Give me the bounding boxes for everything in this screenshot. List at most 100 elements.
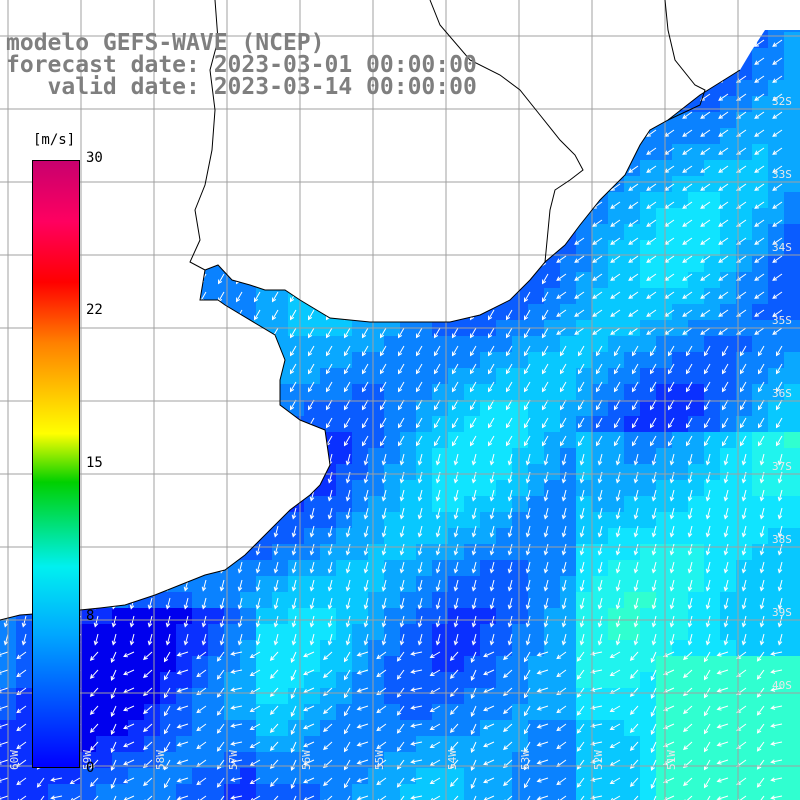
wind-arrow	[183, 561, 189, 574]
wind-arrow	[289, 165, 297, 177]
wind-arrow	[55, 39, 63, 51]
wind-arrow	[271, 39, 279, 51]
wind-speed-cell	[384, 624, 401, 641]
wind-arrow	[415, 417, 423, 429]
wind-arrow	[127, 57, 135, 69]
wind-speed-cell	[336, 560, 353, 577]
wind-arrow	[381, 453, 387, 466]
wind-arrow	[147, 633, 153, 646]
wind-arrow	[249, 669, 261, 677]
wind-speed-cell	[688, 688, 705, 705]
wind-arrow	[379, 435, 387, 447]
wind-arrow	[127, 309, 135, 321]
wind-speed-cell	[384, 448, 401, 465]
wind-speed-cell	[304, 368, 321, 385]
wind-speed-cell	[512, 704, 529, 721]
wind-arrow	[649, 435, 657, 447]
wind-arrow	[579, 579, 585, 592]
wind-speed-cell	[544, 544, 561, 561]
wind-arrow	[590, 795, 603, 800]
wind-arrow	[770, 777, 783, 782]
wind-arrow	[379, 381, 387, 393]
wind-speed-cell	[512, 528, 529, 545]
wind-arrow	[503, 669, 513, 679]
wind-arrow	[433, 147, 441, 159]
wind-arrow	[1, 345, 9, 357]
wind-arrow	[379, 417, 387, 429]
wind-arrow	[110, 651, 117, 663]
wind-arrow	[93, 525, 99, 538]
wind-arrow	[415, 39, 423, 51]
wind-speed-cell	[320, 768, 337, 785]
wind-arrow	[579, 453, 585, 466]
wind-speed-cell	[160, 592, 177, 609]
wind-arrow	[199, 381, 207, 393]
wind-speed-cell	[560, 288, 577, 305]
wind-speed-cell	[96, 672, 113, 689]
wind-arrow	[199, 165, 207, 177]
wind-speed-cell	[592, 400, 609, 417]
wind-speed-cell	[448, 512, 465, 529]
wind-speed-cell	[720, 576, 737, 593]
wind-arrow	[1, 219, 9, 231]
wind-speed-cell	[736, 400, 753, 417]
wind-speed-cell	[304, 496, 321, 513]
wind-arrow	[754, 75, 765, 83]
wind-arrow	[718, 255, 729, 263]
wind-arrow	[19, 273, 27, 285]
wind-arrow	[503, 741, 513, 751]
wind-speed-cell	[656, 448, 673, 465]
wind-speed-cell	[560, 480, 577, 497]
wind-arrow	[165, 507, 171, 520]
wind-arrow	[489, 525, 495, 538]
wind-speed-cell	[192, 736, 209, 753]
wind-arrow	[325, 327, 333, 339]
wind-arrow	[536, 651, 549, 657]
wind-speed-cell	[144, 784, 161, 800]
wind-arrow	[592, 327, 603, 335]
wind-arrow	[309, 633, 315, 646]
wind-arrow	[415, 183, 423, 195]
wind-speed-cell	[352, 480, 369, 497]
wind-arrow	[1, 273, 9, 285]
wind-arrow	[147, 561, 153, 574]
wind-arrow	[1, 381, 9, 393]
wind-arrow	[741, 543, 747, 556]
wind-arrow	[237, 525, 243, 538]
wind-arrow	[273, 489, 279, 502]
wind-arrow	[111, 543, 117, 556]
wind-speed-cell	[336, 480, 353, 497]
wind-arrow	[592, 147, 603, 155]
wind-arrow	[323, 705, 333, 715]
wind-arrow	[217, 291, 225, 303]
wind-speed-cell	[560, 672, 577, 689]
wind-arrow	[435, 507, 441, 520]
wind-arrow	[271, 93, 279, 105]
wind-arrow	[703, 723, 711, 735]
wind-arrow	[723, 579, 729, 592]
wind-speed-cell	[640, 768, 657, 785]
wind-arrow	[470, 777, 477, 789]
wind-speed-cell	[544, 768, 561, 785]
wind-arrow	[325, 147, 333, 159]
wind-speed-cell	[736, 576, 753, 593]
wind-arrow	[16, 777, 27, 786]
wind-arrow	[592, 39, 603, 47]
wind-arrow	[109, 273, 117, 285]
wind-speed-cell	[352, 416, 369, 433]
wind-speed-cell	[144, 688, 161, 705]
wind-speed-cell	[208, 592, 225, 609]
wind-arrow	[718, 219, 729, 227]
wind-arrow	[255, 561, 261, 574]
wind-speed-cell	[496, 528, 513, 545]
wind-arrow	[167, 795, 171, 800]
wind-arrow	[70, 795, 81, 800]
wind-arrow	[165, 633, 171, 646]
wind-arrow	[345, 579, 351, 592]
wind-speed-cell	[448, 688, 465, 705]
wind-arrow	[377, 795, 387, 800]
wind-speed-cell	[640, 672, 657, 689]
wind-arrow	[700, 327, 711, 335]
wind-arrow	[343, 93, 351, 105]
wind-arrow	[646, 237, 657, 245]
